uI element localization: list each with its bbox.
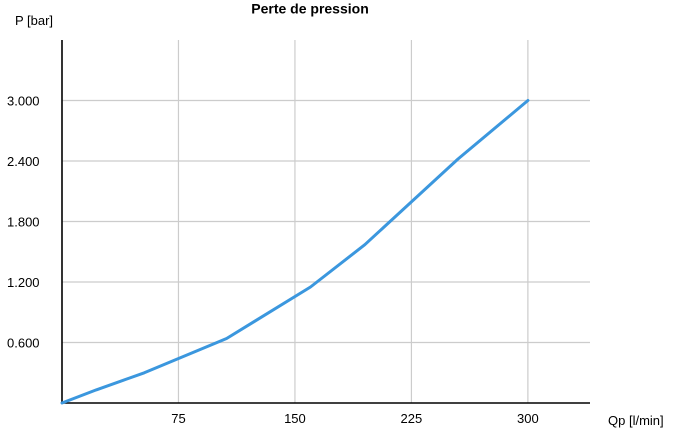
chart-title: Perte de pression bbox=[251, 0, 369, 16]
x-tick-label: 75 bbox=[171, 411, 185, 426]
x-axis-label: Qp [l/min] bbox=[608, 413, 664, 428]
y-tick-label: 0.600 bbox=[7, 336, 40, 351]
y-tick-label: 2.400 bbox=[7, 154, 40, 169]
axes bbox=[61, 40, 590, 404]
series-line bbox=[60, 99, 530, 405]
y-axis-label: P [bar] bbox=[15, 13, 53, 28]
y-tick-label: 3.000 bbox=[7, 94, 40, 109]
series bbox=[60, 99, 530, 405]
y-tick-label: 1.200 bbox=[7, 275, 40, 290]
x-tick-label: 300 bbox=[517, 411, 539, 426]
grid bbox=[62, 40, 590, 403]
tick-labels: 75 150 225 300 0.600 1.200 1.800 2.400 3.000 bbox=[7, 94, 539, 427]
x-tick-label: 150 bbox=[284, 411, 306, 426]
x-tick-label: 225 bbox=[401, 411, 423, 426]
y-tick-label: 1.800 bbox=[7, 215, 40, 230]
